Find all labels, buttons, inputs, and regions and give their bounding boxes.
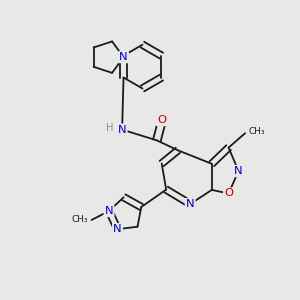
Text: O: O bbox=[157, 115, 166, 125]
Text: N: N bbox=[113, 224, 122, 234]
Text: N: N bbox=[234, 166, 243, 176]
Text: N: N bbox=[105, 206, 113, 216]
Text: N: N bbox=[186, 199, 194, 209]
Text: N: N bbox=[118, 124, 126, 135]
Text: CH₃: CH₃ bbox=[248, 127, 265, 136]
Text: H: H bbox=[106, 123, 114, 133]
Text: O: O bbox=[224, 188, 233, 199]
Text: N: N bbox=[119, 52, 128, 62]
Text: CH₃: CH₃ bbox=[71, 215, 88, 224]
